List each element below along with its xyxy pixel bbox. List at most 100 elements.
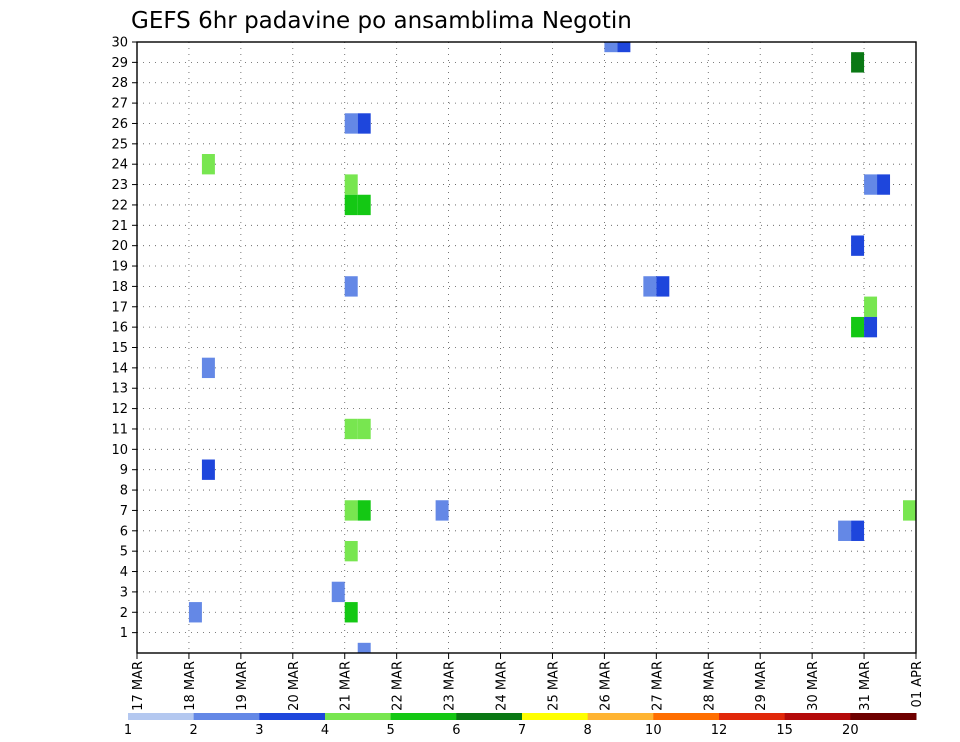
data-cell [331,581,345,603]
y-tick-label: 19 [111,260,128,275]
y-tick-label: 26 [111,117,128,132]
data-cell [188,602,202,623]
x-tick-label: 22 MAR [391,661,406,711]
legend-swatch [784,713,851,720]
data-cell [357,500,371,521]
x-tick-label: 20 MAR [287,661,302,711]
data-cell [344,174,358,195]
y-tick-label: 3 [120,585,128,600]
data-cell [344,418,358,440]
data-cell [344,276,358,297]
y-tick-label: 6 [120,524,128,539]
legend-label: 7 [518,723,526,738]
legend-label: 2 [190,723,198,738]
x-tick-label: 19 MAR [235,661,250,711]
y-tick-label: 15 [111,341,128,356]
y-tick-label: 27 [111,97,128,112]
legend-swatch [325,713,392,720]
data-cell [617,42,631,53]
x-tick-label: 31 MAR [858,661,873,711]
data-cell [656,276,670,297]
y-tick-label: 21 [111,219,128,234]
y-tick-label: 24 [111,158,128,173]
x-tick-label: 30 MAR [806,661,821,711]
color-legend: 1 2 3 4 5 6 7 8 10 12 15 20 [124,713,917,738]
data-cell [435,500,449,521]
legend-swatch [719,713,786,720]
legend-swatch [850,713,917,720]
x-tick-label: 17 MAR [131,661,146,711]
data-cell [357,418,371,440]
y-tick-label: 5 [120,545,128,560]
y-axis: 1234567891011121314151617181920212223242… [111,36,137,641]
legend-label: 8 [584,723,592,738]
y-tick-label: 17 [111,300,128,315]
data-cell [201,154,215,175]
data-cell [357,642,371,653]
x-tick-label: 26 MAR [598,661,613,711]
y-tick-label: 23 [111,178,128,193]
x-tick-label: 29 MAR [754,661,769,711]
y-tick-label: 20 [111,239,128,254]
legend-swatch [128,713,195,720]
legend-swatch [193,713,260,720]
legend-label: 20 [842,723,859,738]
y-tick-label: 18 [111,280,128,295]
y-tick-label: 29 [111,56,128,71]
legend-label: 10 [645,723,662,738]
x-tick-label: 25 MAR [546,661,561,711]
data-cell [838,520,852,541]
data-cell [851,52,865,73]
data-cell [344,113,358,134]
x-axis: 17 MAR 18 MAR 19 MAR 20 MAR 21 MAR 22 MAR 23 M… [131,653,925,711]
data-cell [344,602,358,623]
data-cell [877,174,891,195]
y-tick-label: 1 [120,626,128,641]
x-tick-label: 27 MAR [650,661,665,711]
data-cell [864,316,878,338]
legend-swatch [522,713,589,720]
legend-swatch [259,713,326,720]
x-tick-label: 18 MAR [183,661,198,711]
x-tick-label: 01 APR [910,661,925,707]
legend-label: 3 [255,723,263,738]
y-tick-label: 8 [120,484,128,499]
plot-frame [136,41,917,654]
legend-swatch [456,713,523,720]
y-tick-label: 22 [111,198,128,213]
y-tick-label: 10 [111,443,128,458]
legend-label: 12 [711,723,728,738]
y-tick-label: 28 [111,76,128,91]
data-cell [201,357,215,379]
y-tick-label: 16 [111,321,128,336]
legend-label: 15 [776,723,793,738]
data-cell [357,113,371,134]
data-cell [357,194,371,216]
data-cell [344,500,358,521]
legend-swatch [587,713,654,720]
y-tick-label: 14 [111,361,128,376]
data-cell [643,276,657,297]
legend-swatch [390,713,457,720]
y-tick-label: 9 [120,463,128,478]
data-cell [851,520,865,541]
y-tick-label: 4 [120,565,128,580]
y-tick-label: 2 [120,606,128,621]
data-cell [903,500,916,521]
y-tick-label: 7 [120,504,128,519]
legend-label: 6 [452,723,460,738]
legend-label: 5 [387,723,395,738]
legend-label: 1 [124,723,132,738]
x-tick-label: 24 MAR [495,661,510,711]
x-tick-label: 28 MAR [702,661,717,711]
data-cell [344,540,358,562]
y-tick-label: 25 [111,137,128,152]
data-cell [864,296,878,317]
data-cell [851,316,865,338]
data-cell [201,459,215,480]
data-cell [864,174,878,195]
legend-swatch [653,713,720,720]
data-cell [851,235,865,256]
grid-lines [137,41,916,653]
